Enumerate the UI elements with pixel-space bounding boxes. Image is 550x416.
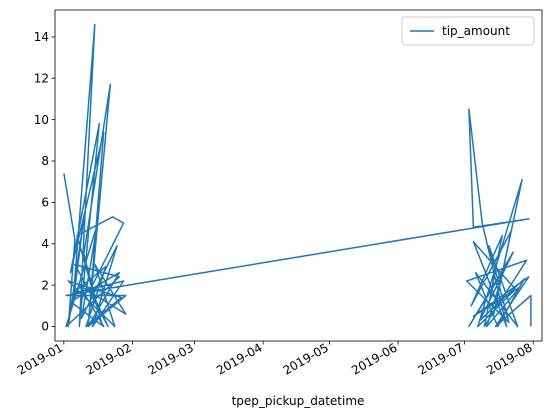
y-axis: 0 2 4 6 8 10 12 14 <box>34 30 55 334</box>
x-axis-label: tpep_pickup_datetime <box>232 394 365 408</box>
y-tick-label: 0 <box>41 320 49 334</box>
legend: tip_amount <box>401 16 535 46</box>
legend-entry-label: tip_amount <box>442 24 510 38</box>
plot-frame <box>54 9 543 342</box>
series-layer <box>63 23 532 328</box>
y-tick-label: 10 <box>34 113 49 127</box>
y-tick-label: 2 <box>41 278 49 292</box>
legend-box <box>401 16 535 46</box>
y-tick-label: 12 <box>34 71 49 85</box>
y-tick-label: 14 <box>34 30 49 44</box>
y-tick-label: 8 <box>41 154 49 168</box>
series-line-0 <box>63 23 532 328</box>
y-tick-label: 4 <box>41 237 49 251</box>
y-tick-label: 6 <box>41 196 49 210</box>
